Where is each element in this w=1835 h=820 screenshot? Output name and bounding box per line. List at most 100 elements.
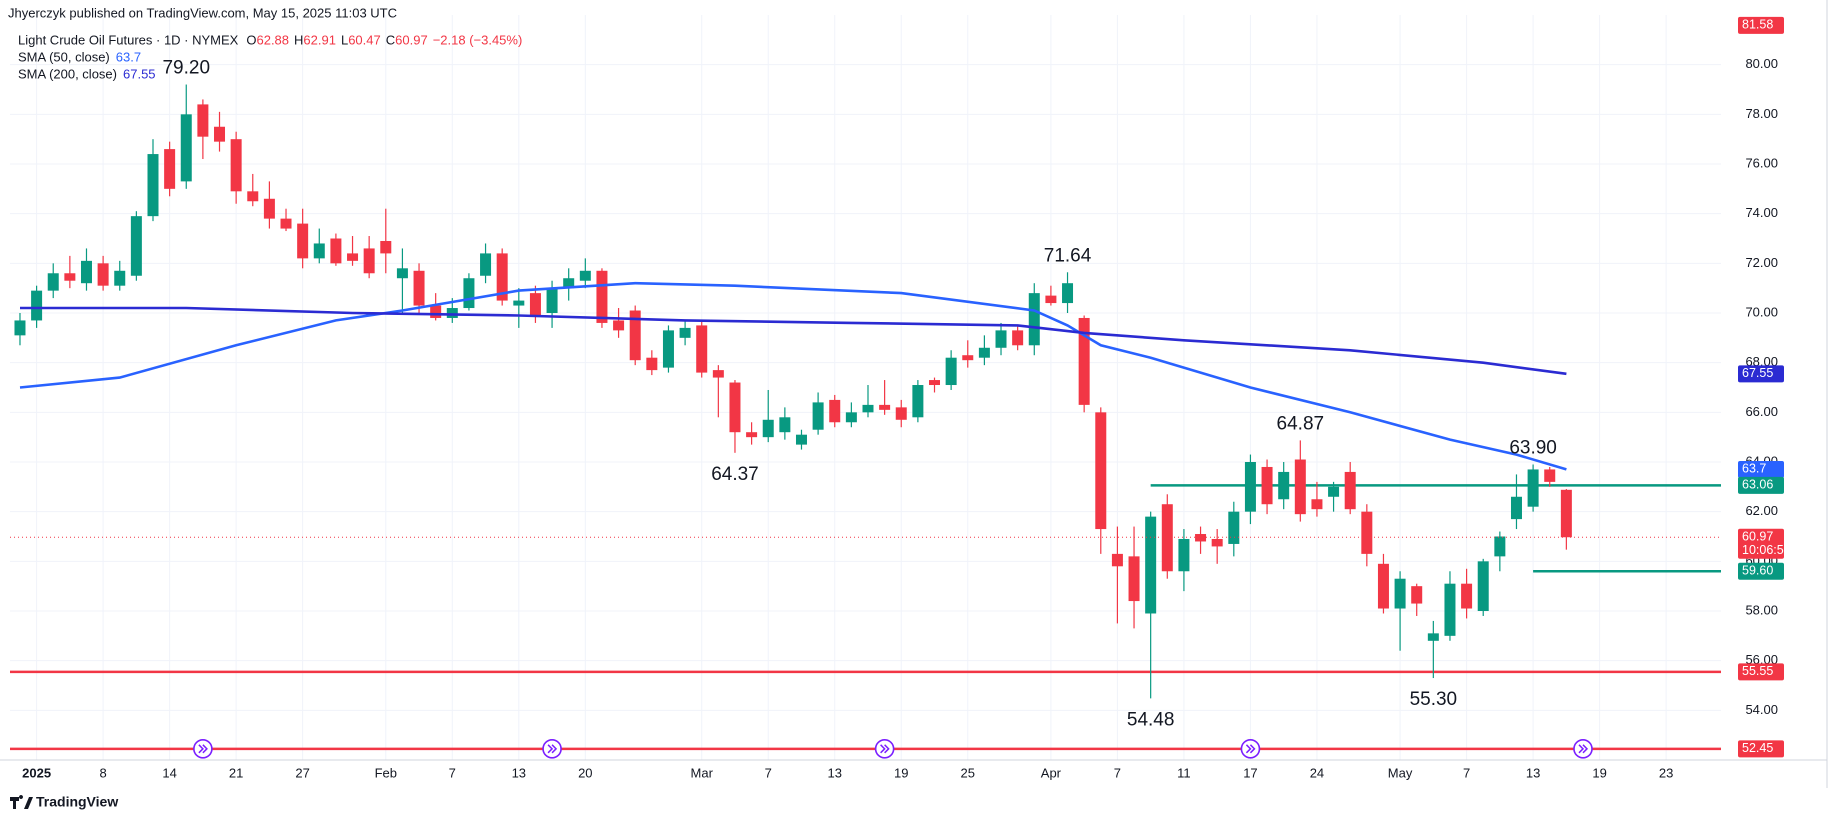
- price-annotation: 64.87: [1277, 413, 1325, 434]
- legend-ohlc-key: C: [386, 32, 395, 47]
- candle-body: [1494, 536, 1506, 557]
- price-label: 63.06: [1742, 478, 1773, 492]
- price-annotation: 54.48: [1127, 709, 1175, 730]
- event-marker[interactable]: [874, 739, 895, 759]
- price-label-box: [1738, 365, 1784, 383]
- event-arrows: [880, 744, 890, 754]
- event-arrows: [1578, 744, 1589, 754]
- price-label: 63.7: [1742, 462, 1766, 476]
- candle-body: [114, 270, 126, 286]
- candle-body: [712, 370, 724, 378]
- candle-body: [496, 253, 508, 301]
- candle-body: [596, 270, 608, 323]
- plot-area: [10, 84, 1721, 759]
- price-annotation: 71.64: [1044, 245, 1092, 266]
- candle-body: [164, 149, 176, 189]
- candle-body: [1361, 511, 1373, 554]
- legend-ohlc-value: 62.91: [303, 32, 336, 47]
- candle-body: [795, 434, 807, 445]
- candle-body: [613, 320, 625, 331]
- x-tick-label: 13: [828, 765, 842, 780]
- candle-body: [214, 126, 226, 142]
- x-tick-label: 7: [1463, 765, 1470, 780]
- indicator-value: 63.7: [116, 49, 141, 64]
- candle-body: [879, 404, 891, 410]
- overlay: Jhyerczyk published on TradingView.com, …: [8, 5, 1557, 809]
- x-tick-label: 23: [1659, 765, 1673, 780]
- y-tick-label: 66.00: [1745, 404, 1778, 419]
- legend-ohlc-key: H: [294, 32, 303, 47]
- candle-body: [1328, 486, 1340, 497]
- candle-body: [995, 330, 1007, 348]
- legend-ohlc-value: 60.47: [348, 32, 381, 47]
- candle-body: [895, 407, 907, 420]
- y-tick-label: 78.00: [1745, 106, 1778, 121]
- event-marker[interactable]: [1573, 739, 1593, 759]
- candle-body: [1510, 496, 1522, 520]
- price-label: 55.55: [1742, 664, 1773, 678]
- event-marker[interactable]: [542, 739, 562, 759]
- candle-body: [962, 355, 974, 361]
- candle-body: [845, 412, 857, 423]
- x-tick-label: 2025: [22, 765, 51, 780]
- candle-body: [1045, 295, 1057, 304]
- price-annotation: 64.37: [711, 464, 759, 485]
- price-label-box: [1738, 476, 1784, 494]
- candle-body: [1228, 511, 1240, 544]
- indicator-name: SMA (50, close): [18, 49, 110, 64]
- candle-body: [1527, 469, 1539, 507]
- price-annotation: 63.90: [1509, 437, 1557, 458]
- x-tick-label: 19: [894, 765, 908, 780]
- candle-body: [762, 419, 774, 438]
- x-tick-label: 24: [1310, 765, 1324, 780]
- candle-body: [1111, 553, 1123, 567]
- candle-body: [978, 347, 990, 358]
- legend-ohlc-key: O: [246, 32, 256, 47]
- candle-body: [1095, 412, 1107, 530]
- candle-body: [1195, 534, 1207, 542]
- event-marker[interactable]: [1240, 739, 1261, 759]
- candle-body: [563, 278, 575, 289]
- price-label: 67.55: [1742, 366, 1773, 380]
- candle-body: [929, 380, 941, 386]
- publisher-line: Jhyerczyk published on TradingView.com, …: [8, 5, 397, 20]
- candle-body: [1394, 578, 1406, 609]
- candle-body: [629, 310, 641, 361]
- candle-body: [945, 357, 957, 386]
- candle-body: [396, 268, 408, 279]
- y-tick-label: 70.00: [1745, 304, 1778, 319]
- candle-body: [130, 216, 142, 276]
- y-tick-label: 54.00: [1745, 702, 1778, 717]
- price-label: 60.97: [1742, 530, 1773, 544]
- x-tick-label: 27: [295, 765, 309, 780]
- candle-body: [247, 191, 259, 202]
- x-tick-label: 11: [1177, 765, 1191, 780]
- price-label-box: [1738, 663, 1784, 681]
- candle-body: [363, 248, 375, 274]
- candle-body: [1128, 556, 1140, 602]
- candle-body: [230, 139, 242, 192]
- y-tick-label: 80.00: [1745, 56, 1778, 71]
- brand[interactable]: TradingView: [36, 794, 118, 810]
- candle-body: [579, 270, 591, 281]
- event-marker[interactable]: [193, 739, 213, 759]
- candle-body: [1078, 317, 1090, 405]
- candle-body: [97, 263, 109, 286]
- y-tick-label: 58.00: [1745, 602, 1778, 617]
- candle-body: [197, 104, 209, 137]
- candle-body: [812, 402, 824, 430]
- candle-body: [1544, 469, 1556, 482]
- legend-ohlc-value: 60.97: [395, 32, 428, 47]
- candle-body: [80, 260, 92, 284]
- price-label-sub: 10:06:58: [1742, 543, 1791, 557]
- x-tick-label: 8: [99, 765, 106, 780]
- candle-body: [1012, 330, 1024, 346]
- candle-body: [1560, 489, 1572, 538]
- y-tick-label: 76.00: [1745, 155, 1778, 170]
- legend-symbol: Light Crude Oil Futures · 1D · NYMEX: [18, 32, 239, 47]
- candle-body: [64, 273, 76, 281]
- candle-body: [1411, 586, 1423, 604]
- x-tick-label: 19: [1592, 765, 1606, 780]
- y-tick-label: 74.00: [1745, 205, 1778, 220]
- event-arrows: [198, 744, 208, 754]
